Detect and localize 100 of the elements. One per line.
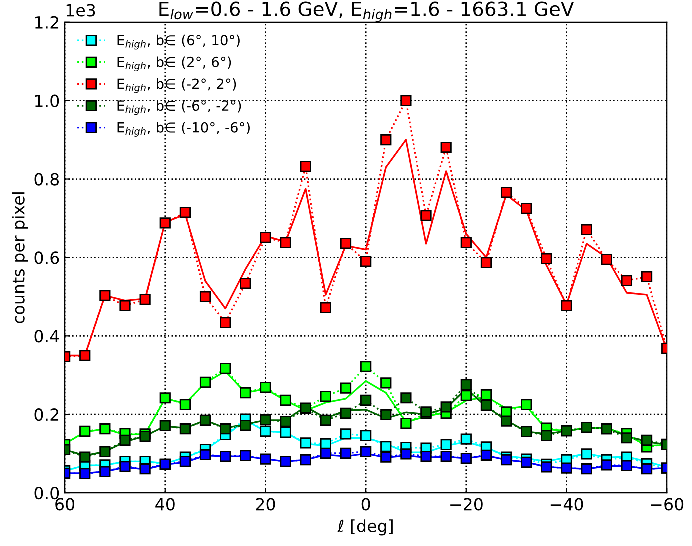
- legend-label: E$_{high}$, b∈ (2°, 6°): [118, 56, 232, 72]
- point: [340, 382, 352, 394]
- point: [380, 409, 392, 421]
- point: [400, 95, 412, 106]
- point: [200, 291, 212, 302]
- point: [340, 448, 352, 459]
- x-tick-label: −20: [450, 498, 483, 511]
- x-tick-label: −40: [550, 498, 584, 511]
- point: [641, 464, 653, 475]
- point: [160, 420, 171, 432]
- point: [541, 253, 552, 264]
- point: [581, 448, 592, 460]
- y-axis-title: counts per pixel: [12, 192, 28, 324]
- point: [100, 290, 111, 302]
- point: [140, 464, 151, 475]
- point: [240, 420, 252, 432]
- y-tick-label: 0.6: [34, 252, 60, 264]
- point: [380, 134, 392, 146]
- point: [521, 399, 532, 410]
- point: [280, 416, 292, 428]
- y-tick-label: 1.0: [36, 94, 60, 108]
- point: [140, 294, 151, 306]
- point: [521, 456, 532, 468]
- point: [80, 452, 91, 463]
- point: [420, 451, 432, 462]
- point: [340, 238, 352, 250]
- point: [200, 414, 212, 426]
- point: [220, 317, 232, 328]
- point: [120, 300, 131, 312]
- point: [420, 210, 432, 222]
- point: [360, 430, 372, 442]
- point: [500, 454, 512, 466]
- point: [400, 418, 412, 430]
- point: [180, 456, 192, 468]
- point: [380, 441, 392, 452]
- point: [541, 430, 552, 442]
- point: [220, 424, 232, 435]
- point: [521, 203, 532, 214]
- point: [480, 450, 492, 461]
- point: [160, 392, 171, 404]
- point: [180, 424, 192, 435]
- point: [541, 462, 552, 473]
- point: [260, 382, 272, 394]
- point: [240, 278, 252, 290]
- x-tick-label: 0: [362, 498, 370, 511]
- text: 1e3: [66, 4, 96, 17]
- point: [300, 161, 312, 172]
- legend-label: E$_{high}$, b∈ (-6°, -2°): [118, 100, 242, 116]
- point: [581, 224, 592, 236]
- point: [480, 400, 492, 412]
- point: [100, 446, 111, 458]
- point: [360, 361, 372, 372]
- point: [360, 446, 372, 458]
- point: [480, 257, 492, 268]
- point: [100, 424, 111, 435]
- point: [561, 300, 572, 312]
- legend-label: E$_{high}$, b∈ (-2°, 2°): [118, 78, 236, 94]
- x-tick-label: 20: [256, 498, 276, 511]
- y-tick-label: 0.8: [34, 173, 60, 186]
- point: [240, 450, 252, 462]
- point: [260, 454, 272, 465]
- point: [80, 350, 91, 362]
- point: [260, 426, 272, 438]
- point: [500, 187, 512, 198]
- y-tick-label: 0.4: [34, 330, 60, 343]
- point: [200, 449, 212, 461]
- point: [621, 432, 633, 444]
- point: [340, 408, 352, 419]
- x-tick-label: −60: [651, 498, 684, 511]
- point: [160, 218, 171, 229]
- point: [460, 390, 472, 402]
- x-tick-label: 60: [56, 498, 75, 511]
- point: [360, 394, 372, 406]
- point: [440, 451, 452, 462]
- point: [380, 378, 392, 389]
- point: [320, 414, 332, 426]
- point: [180, 399, 192, 410]
- point: [641, 434, 653, 446]
- point: [340, 428, 352, 440]
- point: [360, 256, 372, 268]
- point: [601, 254, 612, 266]
- point: [460, 434, 472, 445]
- point: [140, 431, 151, 442]
- point: [601, 460, 612, 471]
- point: [120, 461, 131, 472]
- x-axis-title: ℓ [deg]: [338, 520, 393, 536]
- point: [320, 302, 332, 314]
- point: [460, 379, 472, 390]
- point: [320, 448, 332, 459]
- point: [120, 434, 131, 446]
- point: [240, 387, 252, 399]
- point: [260, 414, 272, 426]
- point: [440, 439, 452, 450]
- x-tick-label: 40: [156, 498, 175, 511]
- point: [440, 402, 452, 413]
- point: [280, 237, 292, 248]
- point: [621, 275, 633, 286]
- point: [180, 207, 192, 218]
- point: [100, 466, 111, 478]
- chart-title: E$_{low}$=0.6 - 1.6 GeV, E$_{high}$=1.6 - 1663.1 GeV: [160, 2, 574, 22]
